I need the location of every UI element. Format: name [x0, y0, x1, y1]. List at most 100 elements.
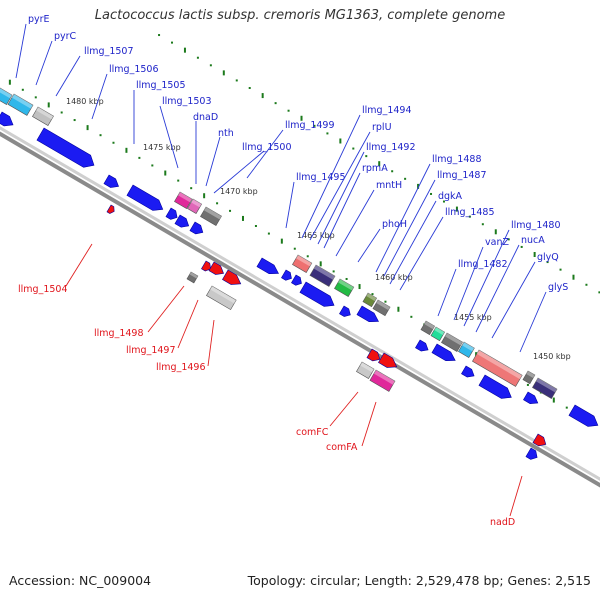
gene-label-forward[interactable]: rplU — [372, 122, 392, 133]
gene-box[interactable] — [334, 278, 355, 297]
gene-label-forward[interactable]: llmg_1500 — [242, 142, 292, 153]
gene-arrow[interactable] — [201, 260, 212, 273]
gene-label-forward[interactable]: mntH — [376, 180, 402, 191]
gene-arrow[interactable] — [189, 221, 205, 237]
gene-box[interactable] — [206, 285, 237, 311]
gene-arrow[interactable] — [461, 365, 476, 380]
gene-box[interactable] — [186, 271, 199, 284]
gene-label-forward[interactable]: pyrE — [28, 14, 50, 25]
ruler-dot — [306, 255, 309, 258]
gene-arrow[interactable] — [291, 274, 303, 287]
gene-label-forward[interactable]: llmg_1480 — [511, 220, 561, 231]
gene-label-reverse[interactable]: comFC — [296, 427, 329, 438]
ruler-dot — [287, 109, 290, 112]
gene-label-forward[interactable]: glyS — [548, 282, 568, 293]
gene-box[interactable] — [372, 299, 391, 317]
gene-box[interactable] — [200, 206, 222, 226]
gene-label-forward[interactable]: dnaD — [193, 112, 218, 123]
gene-label-reverse[interactable]: comFA — [326, 442, 358, 453]
gene-label-forward[interactable]: dgkA — [438, 191, 463, 202]
gene-box[interactable] — [292, 254, 313, 273]
gene-label-reverse[interactable]: llmg_1504 — [18, 284, 68, 295]
gene-arrow[interactable] — [366, 348, 382, 364]
gene-arrow[interactable] — [415, 339, 430, 354]
gene-label-forward[interactable]: pyrC — [54, 31, 77, 42]
gene-box[interactable] — [532, 377, 558, 400]
ruler-dot — [552, 397, 555, 403]
ruler-dot — [60, 111, 63, 114]
gene-leader-line — [205, 136, 221, 187]
gene-label-forward[interactable]: llmg_1506 — [109, 64, 159, 75]
gene-label-reverse[interactable]: llmg_1496 — [156, 362, 206, 373]
gene-label-forward[interactable]: glyQ — [537, 252, 559, 263]
gene-arrow[interactable] — [165, 207, 180, 222]
gene-label-forward[interactable]: vanZ — [485, 237, 509, 248]
gene-arrow[interactable] — [299, 281, 337, 311]
gene-box[interactable] — [472, 349, 523, 387]
gene-arrow[interactable] — [431, 343, 458, 365]
gene-label-forward[interactable]: llmg_1487 — [437, 170, 487, 181]
ruler-dot — [598, 291, 600, 294]
gene-box[interactable] — [309, 264, 336, 287]
ruler-dot — [164, 170, 167, 176]
gene-label-forward[interactable]: llmg_1499 — [285, 120, 335, 131]
gene-box[interactable] — [441, 332, 463, 352]
gene-label-forward[interactable]: llmg_1507 — [84, 46, 134, 57]
gene-label-forward[interactable]: phoH — [382, 219, 407, 230]
gene-label-forward[interactable]: llmg_1488 — [432, 154, 482, 165]
gene-arrow[interactable] — [478, 374, 514, 403]
gene-box[interactable] — [458, 341, 475, 358]
gene-arrow[interactable] — [36, 127, 98, 171]
gene-arrow[interactable] — [532, 433, 548, 449]
gene-arrow[interactable] — [339, 305, 352, 319]
gene-arrow[interactable] — [208, 261, 226, 278]
gene-box[interactable] — [356, 361, 375, 379]
gene-box[interactable] — [187, 198, 203, 214]
gene-box[interactable] — [430, 326, 446, 342]
ruler-dot — [384, 300, 387, 303]
gene-box[interactable] — [7, 93, 34, 116]
gene-leader-line — [475, 244, 520, 333]
gene-label-forward[interactable]: rpmA — [362, 163, 388, 174]
gene-arrow[interactable] — [0, 111, 16, 130]
ruler-dot — [151, 164, 154, 167]
gene-box[interactable] — [522, 370, 536, 385]
gene-arrow[interactable] — [256, 257, 281, 278]
gene-labels[interactable]: pyrE pyrC llmg_1507 llmg_1506 llmg_1505 llmg_… — [15, 14, 568, 528]
gene-box[interactable] — [362, 292, 378, 308]
gene-arrow[interactable] — [281, 269, 293, 282]
gene-label-forward[interactable]: llmg_1492 — [366, 142, 416, 153]
gene-arrow[interactable] — [126, 184, 166, 215]
gene-label-forward[interactable]: llmg_1494 — [362, 105, 412, 116]
gene-box[interactable] — [174, 191, 193, 209]
gene-label-forward[interactable]: llmg_1505 — [136, 80, 186, 91]
gene-box[interactable] — [369, 369, 396, 392]
ruler-dot — [274, 102, 277, 105]
gene-arrow[interactable] — [103, 174, 121, 191]
gene-arrow[interactable] — [356, 305, 381, 326]
gene-label-forward[interactable]: llmg_1482 — [458, 259, 508, 270]
gene-arrow[interactable] — [378, 352, 399, 372]
gene-leader-line — [357, 228, 381, 263]
gene-label-forward[interactable]: nucA — [521, 235, 545, 246]
gene-arrow[interactable] — [525, 447, 540, 462]
gene-label-forward[interactable]: llmg_1495 — [296, 172, 346, 183]
gene-leader-line — [207, 319, 215, 367]
gene-arrow[interactable] — [222, 269, 243, 289]
gene-label-forward[interactable]: nth — [218, 128, 234, 139]
gene-label-reverse[interactable]: llmg_1498 — [94, 328, 144, 339]
gene-label-forward[interactable]: llmg_1503 — [162, 96, 212, 107]
gene-box[interactable] — [0, 87, 13, 105]
gene-arrow[interactable] — [568, 404, 600, 430]
gene-arrow[interactable] — [106, 204, 116, 215]
gene-arrow[interactable] — [523, 391, 540, 407]
gene-leader-line — [213, 150, 265, 194]
accession-text: Accession: NC_009004 — [9, 573, 152, 588]
gene-label-reverse[interactable]: llmg_1497 — [126, 345, 176, 356]
gene-box[interactable] — [32, 106, 54, 126]
gene-box[interactable] — [420, 320, 436, 336]
gene-arrow[interactable] — [174, 214, 191, 230]
gene-label-forward[interactable]: llmg_1485 — [445, 207, 495, 218]
ruler-dot — [533, 252, 536, 258]
gene-label-reverse[interactable]: nadD — [490, 517, 515, 528]
